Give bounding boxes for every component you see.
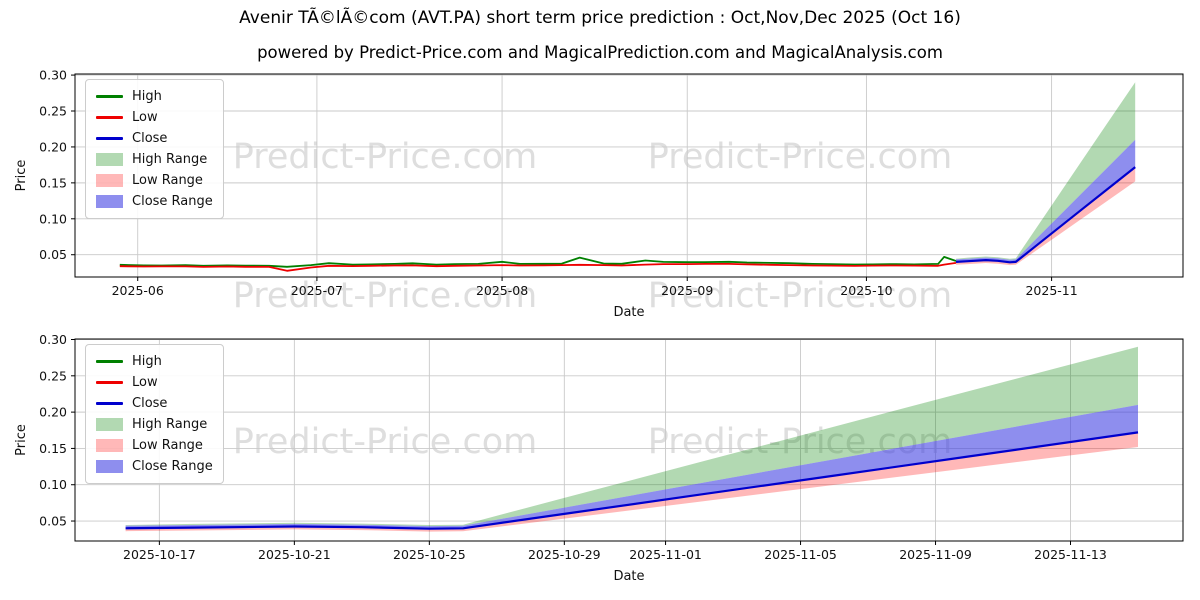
y-tick-label: 0.20 [39, 405, 67, 420]
legend-item-high-range: High Range [96, 150, 213, 169]
legend-label: Close [132, 396, 168, 411]
x-tick-label: 2025-10-21 [258, 547, 331, 562]
x-tick-label: 2025-11-01 [629, 547, 702, 562]
y-tick-label: 0.30 [39, 332, 67, 347]
y-tick-label: 0.25 [39, 104, 67, 119]
x-tick-label: 2025-09 [661, 283, 713, 298]
close-range-swatch [96, 460, 123, 473]
page-title: Avenir TÃ©lÃ©com (AVT.PA) short term pri… [239, 8, 961, 28]
y-tick-label: 0.05 [39, 514, 67, 529]
plot-border [74, 73, 1184, 278]
legend-item-low-range: Low Range [96, 436, 213, 455]
watermark-text: Predict-Price.com [647, 276, 953, 316]
watermark-text: Predict-Price.com [232, 422, 538, 462]
legend-label: Low Range [132, 438, 203, 453]
legend-label: High [132, 89, 162, 104]
x-tick-label: 2025-11-13 [1034, 547, 1107, 562]
legend-item-close: Close [96, 394, 213, 413]
legend-label: Low [132, 110, 158, 125]
x-tick-label: 2025-11-09 [899, 547, 972, 562]
band-high-range [125, 346, 1139, 527]
series-close-line [125, 431, 1139, 530]
legend-top: High Low Close High Range Low Range Close Ran… [85, 79, 224, 219]
close-range-swatch [96, 195, 123, 208]
x-tick-label: 2025-06 [112, 283, 164, 298]
high-range-swatch [96, 418, 123, 431]
low-range-swatch [96, 439, 123, 452]
y-tick-label: 0.20 [39, 139, 67, 154]
watermark-text: Predict-Price.com [232, 276, 538, 316]
legend-item-low: Low [96, 108, 213, 127]
legend-item-close-range: Close Range [96, 457, 213, 476]
band-high-range [956, 82, 1136, 260]
y-tick-label: 0.25 [39, 368, 67, 383]
legend-item-high: High [96, 87, 213, 106]
plot-border [74, 338, 1184, 542]
low-range-swatch [96, 174, 123, 187]
y-tick-label: 0.10 [39, 211, 67, 226]
x-tick-label: 2025-10-17 [123, 547, 196, 562]
y-tick-label: 0.15 [39, 441, 67, 456]
legend-label: High Range [132, 152, 208, 167]
series-low-line [119, 262, 957, 272]
low-swatch [96, 116, 123, 119]
top-price-chart: 2025-06 2025-07 2025-08 2025-09 2025-10 2025-… [14, 68, 1184, 320]
watermark-text: Predict-Price.com [232, 137, 538, 177]
legend-item-high-range: High Range [96, 415, 213, 434]
x-tick-label: 2025-08 [476, 283, 528, 298]
legend-item-high: High [96, 352, 213, 371]
high-swatch [96, 95, 123, 98]
y-axis-label: Price [14, 424, 29, 456]
x-axis-label: Date [613, 305, 644, 320]
legend-item-low-range: Low Range [96, 171, 213, 190]
legend-bottom: High Low Close High Range Low Range Close Ran… [85, 344, 224, 484]
y-tick-label: 0.05 [39, 247, 67, 262]
close-swatch [96, 137, 123, 140]
x-tick-label: 2025-10-25 [393, 547, 466, 562]
legend-item-close-range: Close Range [96, 192, 213, 211]
y-tick-label: 0.10 [39, 477, 67, 492]
legend-label: Close Range [132, 459, 213, 474]
x-tick-label: 2025-11 [1025, 283, 1077, 298]
y-tick-label: 0.15 [39, 175, 67, 190]
legend-item-low: Low [96, 373, 213, 392]
x-tick-label: 2025-07 [291, 283, 343, 298]
x-tick-label: 2025-10-29 [528, 547, 601, 562]
legend-label: Low Range [132, 173, 203, 188]
watermark-text: Predict-Price.com [647, 137, 953, 177]
series-high-line [119, 255, 957, 268]
low-swatch [96, 381, 123, 384]
legend-label: High Range [132, 417, 208, 432]
y-tick-label: 0.30 [39, 68, 67, 83]
high-range-swatch [96, 153, 123, 166]
legend-label: High [132, 354, 162, 369]
x-tick-label: 2025-11-05 [764, 547, 837, 562]
close-swatch [96, 402, 123, 405]
series-close-line [955, 166, 1136, 264]
x-tick-label: 2025-10 [840, 283, 892, 298]
legend-label: Low [132, 375, 158, 390]
legend-item-close: Close [96, 129, 213, 148]
high-swatch [96, 360, 123, 363]
legend-label: Close [132, 131, 168, 146]
y-axis-label: Price [14, 160, 29, 192]
legend-label: Close Range [132, 194, 213, 209]
chart-subtitle: powered by Predict-Price.com and Magical… [257, 43, 943, 62]
x-axis-label: Date [613, 569, 644, 584]
